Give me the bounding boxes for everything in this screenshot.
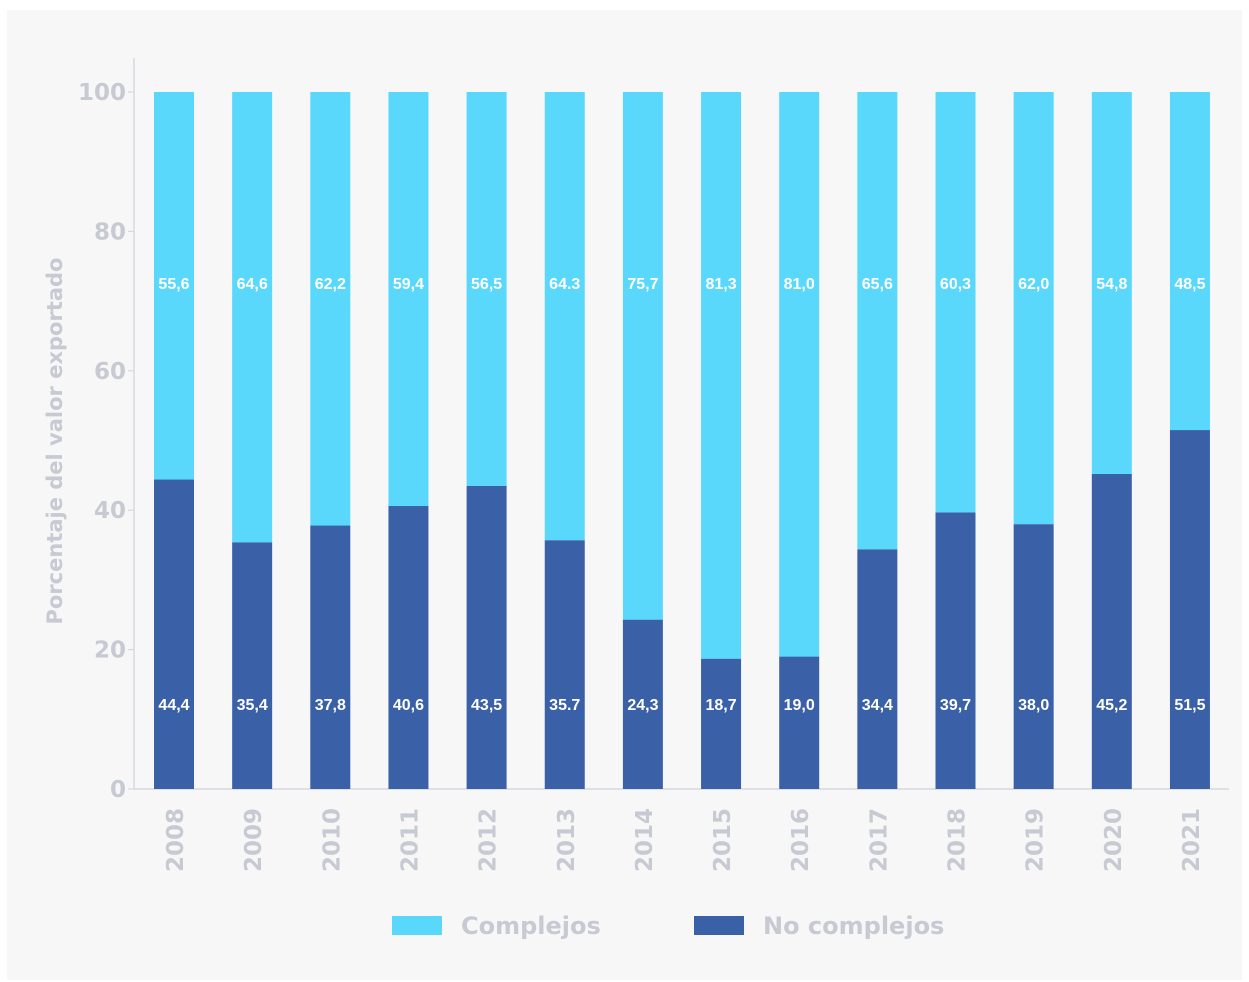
data-label-no-complejos: 19,0 [784,697,815,714]
bar-no-complejos [701,658,742,789]
data-label-no-complejos: 39,7 [940,697,971,714]
bar-no-complejos [310,525,351,789]
bar-complejos [388,92,429,507]
bar-no-complejos [1013,524,1054,789]
y-tick-label: 100 [78,80,126,106]
data-label-no-complejos: 44,4 [158,697,189,714]
data-label-complejos: 60,3 [940,276,971,293]
data-label-no-complejos: 24,3 [627,697,658,714]
x-tick-label: 2016 [788,808,814,872]
y-tick-label: 40 [94,498,126,524]
x-tick-label: 2010 [319,808,345,872]
y-tick-label: 20 [94,638,126,664]
x-tick-label: 2015 [710,808,736,872]
legend-label: Complejos [461,912,601,940]
data-label-no-complejos: 40,6 [393,697,424,714]
bar-no-complejos [154,479,194,789]
bar-complejos [857,92,898,550]
data-label-no-complejos: 37,8 [315,697,346,714]
bar-complejos [1013,92,1054,525]
data-label-complejos: 81,3 [705,276,736,293]
data-label-no-complejos: 18,7 [705,697,736,714]
data-label-complejos: 62,0 [1018,276,1049,293]
x-tick-label: 2018 [945,808,971,872]
bar-complejos [1169,92,1210,431]
data-label-complejos: 55,6 [158,276,189,293]
data-label-complejos: 75,7 [627,276,658,293]
data-label-complejos: 64.3 [549,276,580,293]
bar-no-complejos [1169,430,1210,789]
x-tick-label: 2020 [1101,808,1127,872]
data-label-no-complejos: 43,5 [471,697,502,714]
bar-no-complejos [388,506,429,789]
x-tick-label: 2008 [163,808,189,872]
bar-complejos [779,92,820,657]
bar-no-complejos [544,540,585,789]
bar-no-complejos [857,549,898,789]
data-label-complejos: 54,8 [1096,276,1127,293]
bar-complejos [154,92,194,480]
y-tick-label: 80 [94,219,126,245]
y-tick-label: 0 [110,777,126,803]
bar-complejos [310,92,351,526]
data-label-no-complejos: 35,4 [237,697,268,714]
legend-swatch [392,916,442,935]
bar-no-complejos [779,656,820,789]
x-tick-label: 2011 [397,808,423,872]
y-axis-label: Porcentaje del valor exportado [43,258,67,625]
data-label-complejos: 62,2 [315,276,346,293]
data-label-no-complejos: 35.7 [549,697,580,714]
y-tick-label: 60 [94,359,126,385]
x-tick-label: 2009 [241,808,267,872]
bar-no-complejos [232,542,273,789]
data-label-no-complejos: 38,0 [1018,697,1049,714]
bar-no-complejos [466,485,507,789]
bar-complejos [1091,92,1132,474]
x-tick-label: 2017 [866,808,892,872]
data-label-complejos: 59,4 [393,276,424,293]
data-label-no-complejos: 51,5 [1174,697,1205,714]
x-tick-label: 2012 [476,808,502,872]
legend-swatch [694,916,744,935]
data-label-complejos: 48,5 [1174,276,1205,293]
x-tick-label: 2014 [632,808,658,872]
data-label-complejos: 64,6 [237,276,268,293]
bar-no-complejos [935,512,976,789]
bar-complejos [232,92,273,543]
data-label-complejos: 56,5 [471,276,502,293]
bar-complejos [466,92,507,486]
data-label-no-complejos: 45,2 [1096,697,1127,714]
bar-complejos [935,92,976,513]
bar-complejos [701,92,742,659]
data-label-complejos: 65,6 [862,276,893,293]
data-label-no-complejos: 34,4 [862,697,893,714]
bar-no-complejos [622,619,663,789]
x-tick-label: 2021 [1179,808,1205,872]
x-tick-label: 2019 [1023,808,1049,872]
x-tick-label: 2013 [554,808,580,872]
data-label-complejos: 81,0 [784,276,815,293]
bar-no-complejos [1091,473,1132,789]
bar-complejos [622,92,663,620]
legend-label: No complejos [763,912,944,940]
bar-complejos [544,92,585,541]
